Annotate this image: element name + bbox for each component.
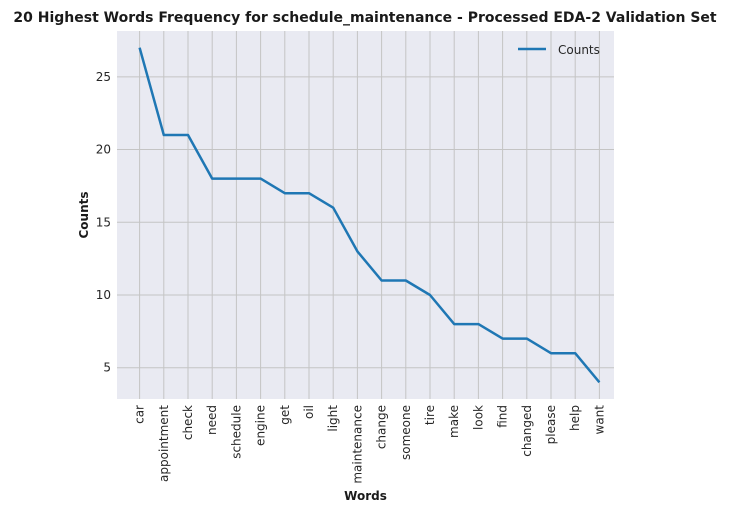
- y-axis-ticks: 5 10 15 20 25: [96, 70, 111, 375]
- y-tick-label: 10: [96, 288, 111, 302]
- x-tick-label: change: [375, 405, 389, 449]
- x-tick-label: changed: [520, 405, 534, 457]
- x-tick-label: check: [181, 405, 195, 440]
- x-tick-label: please: [544, 405, 558, 444]
- series-line-counts: [138, 47, 601, 384]
- x-tick-label: need: [205, 405, 219, 435]
- y-tick-label: 5: [103, 361, 111, 375]
- y-tick-label: 20: [96, 143, 111, 157]
- x-tick-label: get: [278, 405, 292, 425]
- x-tick-label: car: [133, 405, 147, 424]
- x-tick-label: engine: [254, 405, 268, 446]
- x-tick-label: someone: [399, 405, 413, 460]
- legend: Counts: [518, 43, 600, 57]
- x-tick-label: oil: [302, 405, 316, 419]
- x-axis-label: Words: [344, 489, 387, 503]
- grid-lines: [117, 31, 614, 399]
- plot-area: [117, 31, 614, 399]
- x-tick-label: find: [496, 405, 510, 428]
- chart-title: 20 Highest Words Frequency for schedule_…: [13, 10, 717, 26]
- x-tick-label: schedule: [229, 405, 243, 459]
- x-tick-label: light: [326, 405, 340, 432]
- x-tick-label: tire: [423, 405, 437, 425]
- x-axis-ticks: car appointment check need schedule engine get…: [133, 405, 607, 484]
- x-tick-label: appointment: [157, 405, 171, 482]
- x-tick-label: look: [471, 405, 485, 430]
- legend-label-counts: Counts: [558, 43, 600, 57]
- x-tick-label: help: [568, 405, 582, 431]
- y-tick-label: 25: [96, 70, 111, 84]
- x-tick-label: want: [592, 405, 606, 435]
- x-tick-label: maintenance: [350, 405, 364, 484]
- x-tick-label: make: [447, 405, 461, 438]
- series-lines: [138, 47, 601, 384]
- y-axis-label: Counts: [77, 191, 91, 238]
- y-tick-label: 15: [96, 215, 111, 229]
